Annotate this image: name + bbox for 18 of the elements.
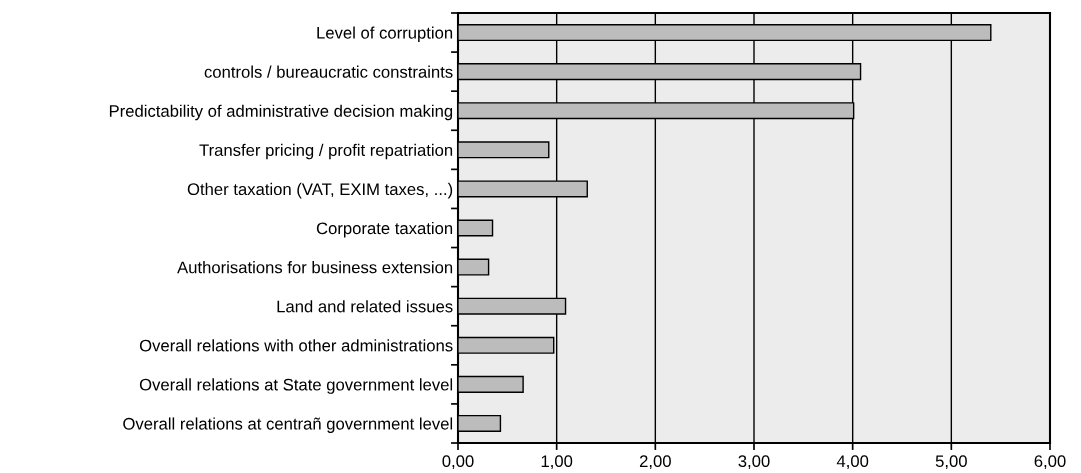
y-tick-label: Overall relations at centrañ government level — [123, 417, 453, 433]
y-tick-label: Overall relations with other administrations — [139, 339, 453, 352]
x-tick-label: 3,00 — [738, 455, 770, 470]
y-tick-label: Predictability of administrative decision making — [109, 104, 453, 121]
x-tick-label: 6,00 — [1034, 455, 1066, 470]
y-tick-label: Overall relations at State government level — [139, 378, 453, 394]
x-tick-label: 1,00 — [541, 455, 573, 470]
y-tick-label: Other taxation (VAT, EXIM taxes, ...) — [187, 182, 453, 199]
x-tick-label: 4,00 — [836, 455, 869, 470]
y-tick-label: Corporate taxation — [316, 221, 453, 238]
x-tick-label: 2,00 — [639, 455, 671, 470]
y-tick-label: Authorisations for business extension — [177, 261, 453, 274]
y-tick-label: Land and related issues — [277, 300, 453, 313]
x-tick-label: 0,00 — [442, 455, 474, 470]
y-tick-label: Transfer pricing / profit repatriation — [199, 143, 453, 160]
y-tick-label: controls / bureaucratic constraints — [204, 65, 453, 78]
x-tick-label: 5,00 — [935, 455, 967, 470]
y-tick-label: Level of corruption — [317, 26, 453, 43]
